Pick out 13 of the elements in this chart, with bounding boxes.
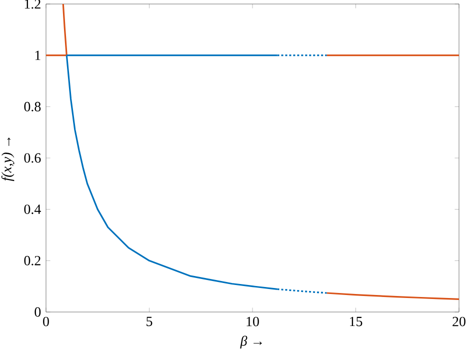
x-tick-label: 20 [452,316,466,326]
x-axis-title: β → [240,336,262,349]
x-tick-label: 10 [246,316,259,326]
y-axis-title: f(x,y) → [1,138,14,182]
y-tick-label: 0.6 [24,153,41,163]
y-tick-label: 0.4 [24,204,41,214]
y-tick-label: 0 [34,307,41,317]
x-tick-label: 5 [146,316,152,326]
x-tick-label: 15 [350,316,362,326]
y-tick-label: 1 [35,50,40,60]
y-tick-label: 0.2 [24,256,40,266]
y-tick-label: 0.8 [24,102,41,112]
x-tick-label: 0 [43,316,49,326]
